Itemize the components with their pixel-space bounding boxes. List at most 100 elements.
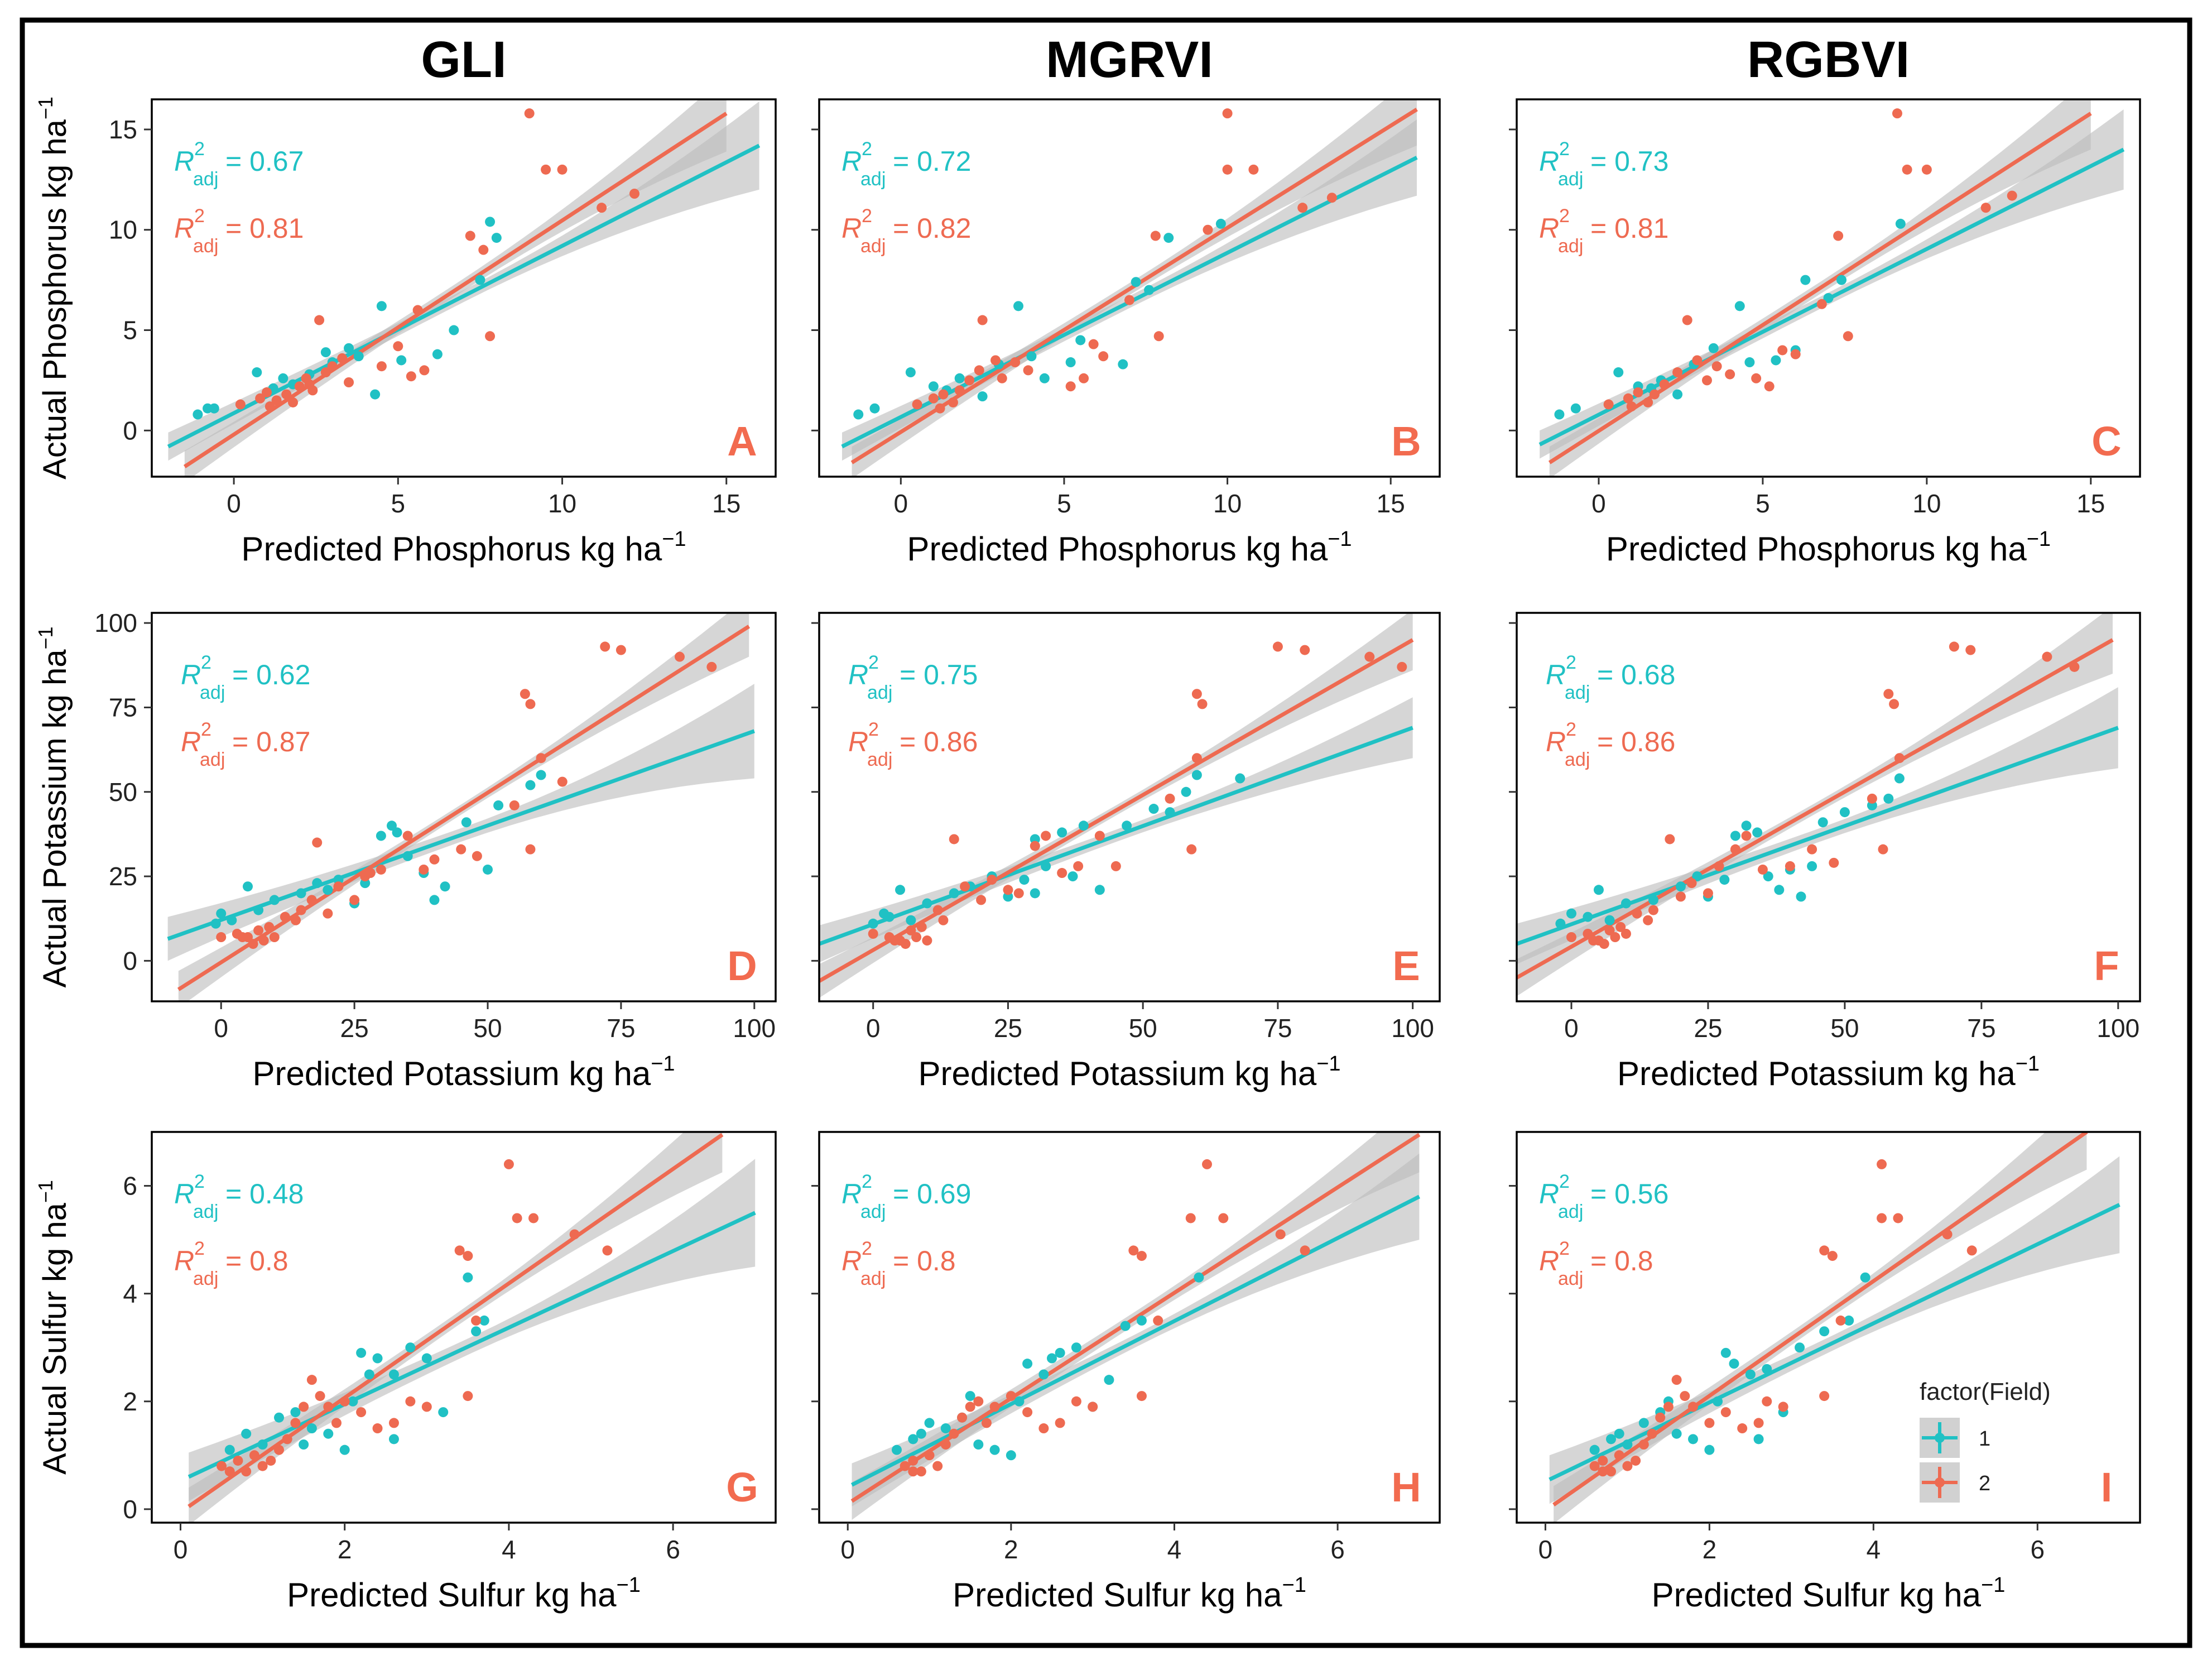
data-point-field-1 xyxy=(1078,820,1089,831)
r2-superscript: 2 xyxy=(1566,652,1576,673)
data-point-field-1 xyxy=(1836,275,1847,285)
data-point-field-2 xyxy=(1023,365,1033,376)
data-point-field-1 xyxy=(491,233,502,243)
data-point-field-1 xyxy=(1729,1359,1739,1369)
data-point-field-2 xyxy=(1829,857,1839,868)
data-point-field-2 xyxy=(266,1455,276,1466)
data-point-field-2 xyxy=(304,379,315,390)
data-point-field-1 xyxy=(405,1342,416,1353)
data-point-field-1 xyxy=(973,1439,984,1450)
data-point-field-2 xyxy=(271,395,282,406)
data-point-field-2 xyxy=(974,365,984,376)
data-point-field-2 xyxy=(280,911,290,922)
panel-b: 0 5 10 15 Predicted Phosphorus kg ha−1 MGRVI R… xyxy=(811,31,1441,568)
r2-subscript: adj xyxy=(1565,682,1590,703)
data-point-field-2 xyxy=(323,1402,334,1412)
data-point-field-1 xyxy=(1752,827,1763,838)
data-point-field-2 xyxy=(1672,367,1683,378)
data-point-field-2 xyxy=(282,1434,292,1445)
data-point-field-1 xyxy=(290,1407,301,1418)
data-point-field-2 xyxy=(906,925,916,935)
x-tick-label: 50 xyxy=(1830,1014,1859,1043)
data-point-field-2 xyxy=(216,932,227,943)
data-point-field-1 xyxy=(402,851,413,861)
data-point-field-2 xyxy=(419,864,429,875)
data-point-field-1 xyxy=(1038,1369,1049,1380)
data-point-field-2 xyxy=(525,844,536,855)
data-point-field-2 xyxy=(557,776,568,787)
r2-symbol: R xyxy=(841,1245,862,1277)
data-point-field-2 xyxy=(405,1396,416,1407)
data-point-field-1 xyxy=(1774,885,1785,895)
data-point-field-2 xyxy=(1006,1391,1016,1402)
data-point-field-2 xyxy=(1703,888,1713,899)
panel-frame xyxy=(818,98,1441,478)
data-point-field-1 xyxy=(922,898,932,909)
data-point-field-2 xyxy=(485,331,496,342)
data-point-field-1 xyxy=(949,888,959,899)
data-point-field-2 xyxy=(1680,1391,1690,1402)
data-point-field-2 xyxy=(1098,351,1109,362)
data-point-field-2 xyxy=(299,1402,309,1412)
data-point-field-1 xyxy=(269,895,280,905)
data-point-field-2 xyxy=(419,365,430,376)
y-axis-unit-exponent: −1 xyxy=(34,97,57,119)
r2-value-field-2: = 0.8 xyxy=(1590,1245,1653,1277)
data-point-field-2 xyxy=(954,385,965,396)
r2-symbol: R xyxy=(174,1245,194,1277)
data-point-field-2 xyxy=(960,881,970,892)
data-point-field-2 xyxy=(1583,928,1593,939)
panel-letter: D xyxy=(727,943,757,989)
legend: factor(Field) 1 2 xyxy=(1920,1378,2051,1503)
x-axis-label: Predicted Potassium kg ha−1 xyxy=(252,1052,675,1092)
data-point-field-2 xyxy=(294,381,305,392)
data-point-field-2 xyxy=(235,399,246,410)
data-point-field-2 xyxy=(1965,645,1976,655)
data-point-field-2 xyxy=(412,305,423,315)
data-point-field-1 xyxy=(1648,895,1658,905)
data-point-field-1 xyxy=(396,355,407,366)
r2-superscript: 2 xyxy=(862,205,872,227)
data-point-field-2 xyxy=(957,1412,968,1423)
r2-superscript: 2 xyxy=(1559,1238,1570,1259)
data-point-field-2 xyxy=(1055,1418,1065,1428)
data-point-field-2 xyxy=(932,905,943,915)
x-tick-label: 6 xyxy=(2030,1535,2045,1564)
data-point-field-2 xyxy=(478,244,489,255)
data-point-field-1 xyxy=(1895,218,1906,229)
data-point-field-2 xyxy=(1598,1466,1608,1477)
panel-letter: A xyxy=(727,418,757,464)
x-axis-unit-exponent: −1 xyxy=(1282,1573,1306,1597)
data-point-field-2 xyxy=(1589,1461,1600,1471)
data-point-field-2 xyxy=(1942,1229,1953,1240)
data-point-field-1 xyxy=(1763,871,1773,882)
data-point-field-2 xyxy=(1010,357,1021,368)
confidence-band-field-1 xyxy=(167,684,754,961)
data-point-field-2 xyxy=(1136,1391,1147,1402)
x-axis-unit-exponent: −1 xyxy=(617,1573,641,1597)
data-point-field-1 xyxy=(1120,1321,1131,1331)
data-point-field-1 xyxy=(1823,292,1834,303)
data-point-field-2 xyxy=(1751,373,1762,383)
data-point-field-2 xyxy=(248,939,258,949)
data-point-field-2 xyxy=(1153,1315,1163,1326)
regression-line-field-2 xyxy=(1517,638,2114,980)
data-point-field-1 xyxy=(1165,807,1175,818)
data-point-field-1 xyxy=(210,918,221,929)
r2-subscript: adj xyxy=(867,749,892,770)
x-tick-label: 4 xyxy=(1167,1535,1182,1564)
r2-subscript: adj xyxy=(193,1201,218,1222)
data-point-field-2 xyxy=(900,1461,910,1471)
data-point-field-2 xyxy=(269,932,280,943)
data-point-field-2 xyxy=(1757,864,1768,875)
data-point-field-1 xyxy=(1593,885,1604,895)
data-point-field-2 xyxy=(1819,1391,1830,1402)
data-point-field-2 xyxy=(388,1418,399,1428)
data-point-field-2 xyxy=(1647,1428,1657,1439)
data-point-field-1 xyxy=(1144,285,1155,295)
data-point-field-1 xyxy=(1030,888,1040,899)
x-tick-label: 6 xyxy=(666,1535,680,1564)
r2-superscript: 2 xyxy=(1566,719,1576,740)
data-point-field-2 xyxy=(1894,753,1905,764)
x-tick-label: 10 xyxy=(1213,489,1242,518)
